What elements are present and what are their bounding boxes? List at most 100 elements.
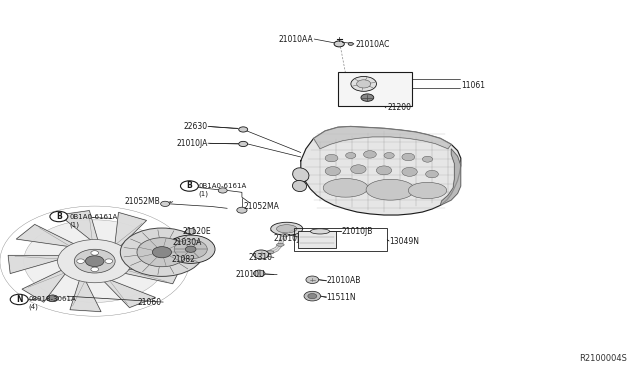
Circle shape: [348, 42, 353, 45]
Circle shape: [186, 246, 196, 252]
Polygon shape: [16, 224, 82, 248]
Circle shape: [402, 167, 417, 176]
Circle shape: [237, 207, 247, 213]
Circle shape: [306, 276, 319, 283]
Circle shape: [304, 291, 321, 301]
Text: 21010J: 21010J: [274, 234, 300, 243]
Circle shape: [334, 41, 344, 47]
Text: 11511N: 11511N: [326, 293, 356, 302]
Bar: [294, 228, 387, 251]
Text: (4): (4): [29, 304, 38, 310]
Text: 0B1A0-6161A: 0B1A0-6161A: [69, 214, 117, 219]
Text: +: +: [258, 251, 264, 257]
Circle shape: [10, 294, 28, 305]
Ellipse shape: [408, 182, 447, 199]
Circle shape: [346, 153, 356, 158]
Text: 21060: 21060: [138, 298, 162, 307]
Text: 22630: 22630: [184, 122, 208, 131]
Circle shape: [91, 251, 99, 255]
Circle shape: [384, 153, 394, 158]
Text: (1): (1): [69, 221, 79, 228]
Ellipse shape: [292, 180, 307, 192]
Text: R2100004S: R2100004S: [579, 354, 627, 363]
Circle shape: [351, 165, 366, 174]
Ellipse shape: [281, 234, 289, 237]
Circle shape: [137, 238, 187, 267]
Circle shape: [325, 167, 340, 176]
Text: 21010AA: 21010AA: [279, 35, 314, 44]
Text: 21052MB: 21052MB: [125, 197, 161, 206]
Circle shape: [356, 80, 371, 88]
Text: 21082: 21082: [172, 255, 195, 264]
Polygon shape: [314, 126, 451, 149]
Ellipse shape: [292, 168, 309, 182]
Bar: [298, 231, 336, 248]
Circle shape: [169, 240, 179, 246]
Circle shape: [77, 259, 84, 263]
Text: 21010AC: 21010AC: [355, 40, 390, 49]
Polygon shape: [99, 276, 156, 308]
Circle shape: [325, 154, 338, 162]
Text: 21120E: 21120E: [182, 227, 211, 236]
Text: 21030A: 21030A: [173, 238, 202, 247]
Polygon shape: [22, 266, 70, 302]
Text: 21052MA: 21052MA: [243, 202, 279, 211]
Text: 08918-3061A: 08918-3061A: [29, 296, 77, 302]
Circle shape: [180, 181, 198, 191]
Polygon shape: [440, 149, 461, 205]
Polygon shape: [115, 266, 181, 284]
Circle shape: [161, 201, 170, 206]
Text: 0B1A0-6161A: 0B1A0-6161A: [198, 183, 246, 189]
Circle shape: [74, 249, 115, 273]
Text: 21010JA: 21010JA: [177, 139, 208, 148]
Circle shape: [351, 77, 376, 92]
Circle shape: [253, 270, 265, 277]
Polygon shape: [8, 256, 70, 273]
Circle shape: [91, 267, 99, 272]
Circle shape: [24, 220, 166, 302]
Circle shape: [86, 256, 104, 266]
Text: 21200: 21200: [387, 103, 412, 112]
Text: B: B: [56, 212, 61, 221]
Circle shape: [422, 156, 433, 162]
Circle shape: [120, 228, 204, 276]
Circle shape: [105, 259, 113, 263]
Circle shape: [166, 235, 215, 263]
Circle shape: [361, 94, 374, 101]
Ellipse shape: [366, 179, 415, 200]
Circle shape: [376, 166, 392, 175]
Circle shape: [402, 153, 415, 161]
Circle shape: [152, 247, 172, 258]
Text: 21010JB: 21010JB: [341, 227, 372, 236]
Text: N: N: [16, 295, 22, 304]
Ellipse shape: [276, 243, 284, 246]
Text: B: B: [187, 182, 192, 190]
Text: 11061: 11061: [461, 81, 485, 90]
Circle shape: [50, 211, 68, 222]
Polygon shape: [70, 274, 101, 312]
Polygon shape: [301, 126, 461, 215]
Circle shape: [174, 240, 207, 259]
Circle shape: [253, 250, 269, 259]
Circle shape: [218, 188, 227, 193]
Polygon shape: [121, 233, 179, 262]
Circle shape: [308, 294, 317, 299]
Circle shape: [186, 228, 196, 234]
Ellipse shape: [266, 251, 274, 254]
Circle shape: [239, 127, 248, 132]
Text: 21310: 21310: [248, 253, 273, 262]
Text: 13049N: 13049N: [389, 237, 419, 246]
Circle shape: [58, 240, 132, 283]
Ellipse shape: [276, 225, 297, 233]
Ellipse shape: [271, 222, 303, 235]
Polygon shape: [59, 211, 100, 246]
Circle shape: [426, 170, 438, 178]
Circle shape: [364, 151, 376, 158]
Text: (1): (1): [198, 191, 209, 198]
Circle shape: [239, 141, 248, 147]
Ellipse shape: [323, 179, 368, 197]
Ellipse shape: [310, 229, 330, 234]
Polygon shape: [114, 212, 147, 251]
Text: 21010U: 21010U: [236, 270, 265, 279]
Text: 21010AB: 21010AB: [326, 276, 361, 285]
